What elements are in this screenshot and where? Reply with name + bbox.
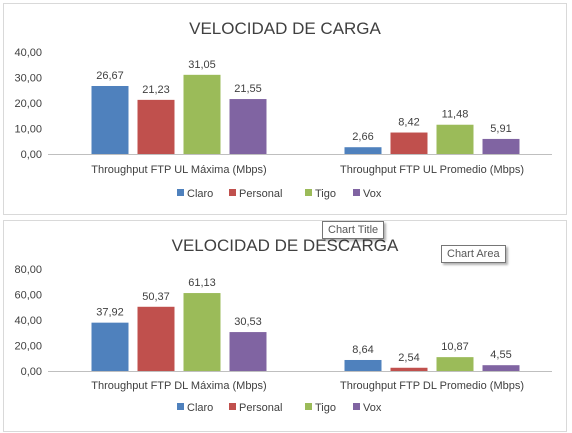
- data-label: 50,37: [142, 291, 170, 303]
- upload-speed-chart[interactable]: VELOCIDAD DE CARGA 0,00 10,00 20,00 30,00 40,…: [3, 3, 567, 215]
- bar-personal: [390, 367, 428, 371]
- bar-claro: [344, 147, 382, 154]
- bar-personal: [137, 306, 175, 371]
- chart-area-tooltip: Chart Area: [441, 245, 506, 263]
- legend-label: Personal: [239, 402, 282, 414]
- bar-claro: [91, 322, 129, 371]
- bar-tigo: [183, 293, 221, 371]
- data-label: 31,05: [188, 59, 216, 71]
- legend-swatch-claro: [177, 189, 184, 196]
- bar-vox: [482, 138, 520, 154]
- bar-tigo: [183, 74, 221, 154]
- category-label: Throughput FTP DL Máxima (Mbps): [91, 380, 266, 392]
- data-label: 2,54: [398, 352, 419, 364]
- legend-label: Tigo: [315, 188, 336, 200]
- legend-swatch-vox: [353, 403, 360, 410]
- data-label: 8,42: [398, 117, 419, 129]
- y-tick-label: 20,00: [14, 341, 42, 353]
- y-tick-label: 80,00: [14, 264, 42, 276]
- legend-swatch-tigo: [305, 403, 312, 410]
- bar-claro: [344, 359, 382, 371]
- bar-vox: [229, 99, 267, 154]
- data-label: 11,48: [442, 109, 469, 121]
- data-label: 37,92: [96, 307, 124, 319]
- legend-swatch-claro: [177, 403, 184, 410]
- y-tick-label: 40,00: [14, 315, 42, 327]
- bar-personal: [390, 132, 428, 154]
- y-tick-label: 0,00: [21, 366, 42, 378]
- y-tick-label: 20,00: [14, 98, 42, 110]
- legend-swatch-personal: [229, 403, 236, 410]
- y-tick-label: 10,00: [14, 124, 42, 136]
- data-label: 21,55: [234, 83, 262, 95]
- chart-title: VELOCIDAD DE DESCARGA: [172, 236, 399, 255]
- category-label: Throughput FTP UL Máxima (Mbps): [91, 164, 266, 176]
- data-label: 4,55: [490, 349, 511, 361]
- y-tick-label: 0,00: [21, 149, 42, 161]
- data-label: 5,91: [490, 123, 511, 135]
- data-label: 26,67: [96, 70, 124, 82]
- legend-swatch-personal: [229, 189, 236, 196]
- category-label: Throughput FTP UL Promedio (Mbps): [340, 164, 524, 176]
- bar-vox: [229, 332, 267, 371]
- legend-label: Claro: [187, 188, 213, 200]
- y-tick-label: 40,00: [14, 47, 42, 59]
- y-tick-label: 60,00: [14, 290, 42, 302]
- bar-tigo: [436, 124, 474, 154]
- legend-swatch-tigo: [305, 189, 312, 196]
- bar-tigo: [436, 357, 474, 371]
- legend-label: Vox: [363, 402, 382, 414]
- chart-title: VELOCIDAD DE CARGA: [189, 19, 381, 38]
- y-tick-label: 30,00: [14, 73, 42, 85]
- data-label: 8,64: [352, 344, 373, 356]
- chart-title-tooltip: Chart Title: [322, 221, 385, 239]
- data-label: 2,66: [352, 131, 373, 143]
- download-speed-chart-svg: VELOCIDAD DE DESCARGA 0,00 20,00 40,00 60,00…: [14, 236, 552, 414]
- legend-label: Vox: [363, 188, 382, 200]
- legend-swatch-vox: [353, 189, 360, 196]
- category-label: Throughput FTP DL Promedio (Mbps): [340, 380, 524, 392]
- legend-label: Personal: [239, 188, 282, 200]
- upload-speed-chart-svg: VELOCIDAD DE CARGA 0,00 10,00 20,00 30,00 40,…: [14, 19, 552, 200]
- data-label: 10,87: [441, 341, 469, 353]
- legend-label: Claro: [187, 402, 213, 414]
- data-label: 21,23: [142, 84, 170, 96]
- data-label: 61,13: [188, 277, 216, 289]
- data-label: 30,53: [234, 316, 262, 328]
- bar-claro: [91, 85, 129, 154]
- bar-vox: [482, 365, 520, 371]
- bar-personal: [137, 99, 175, 154]
- legend-label: Tigo: [315, 402, 336, 414]
